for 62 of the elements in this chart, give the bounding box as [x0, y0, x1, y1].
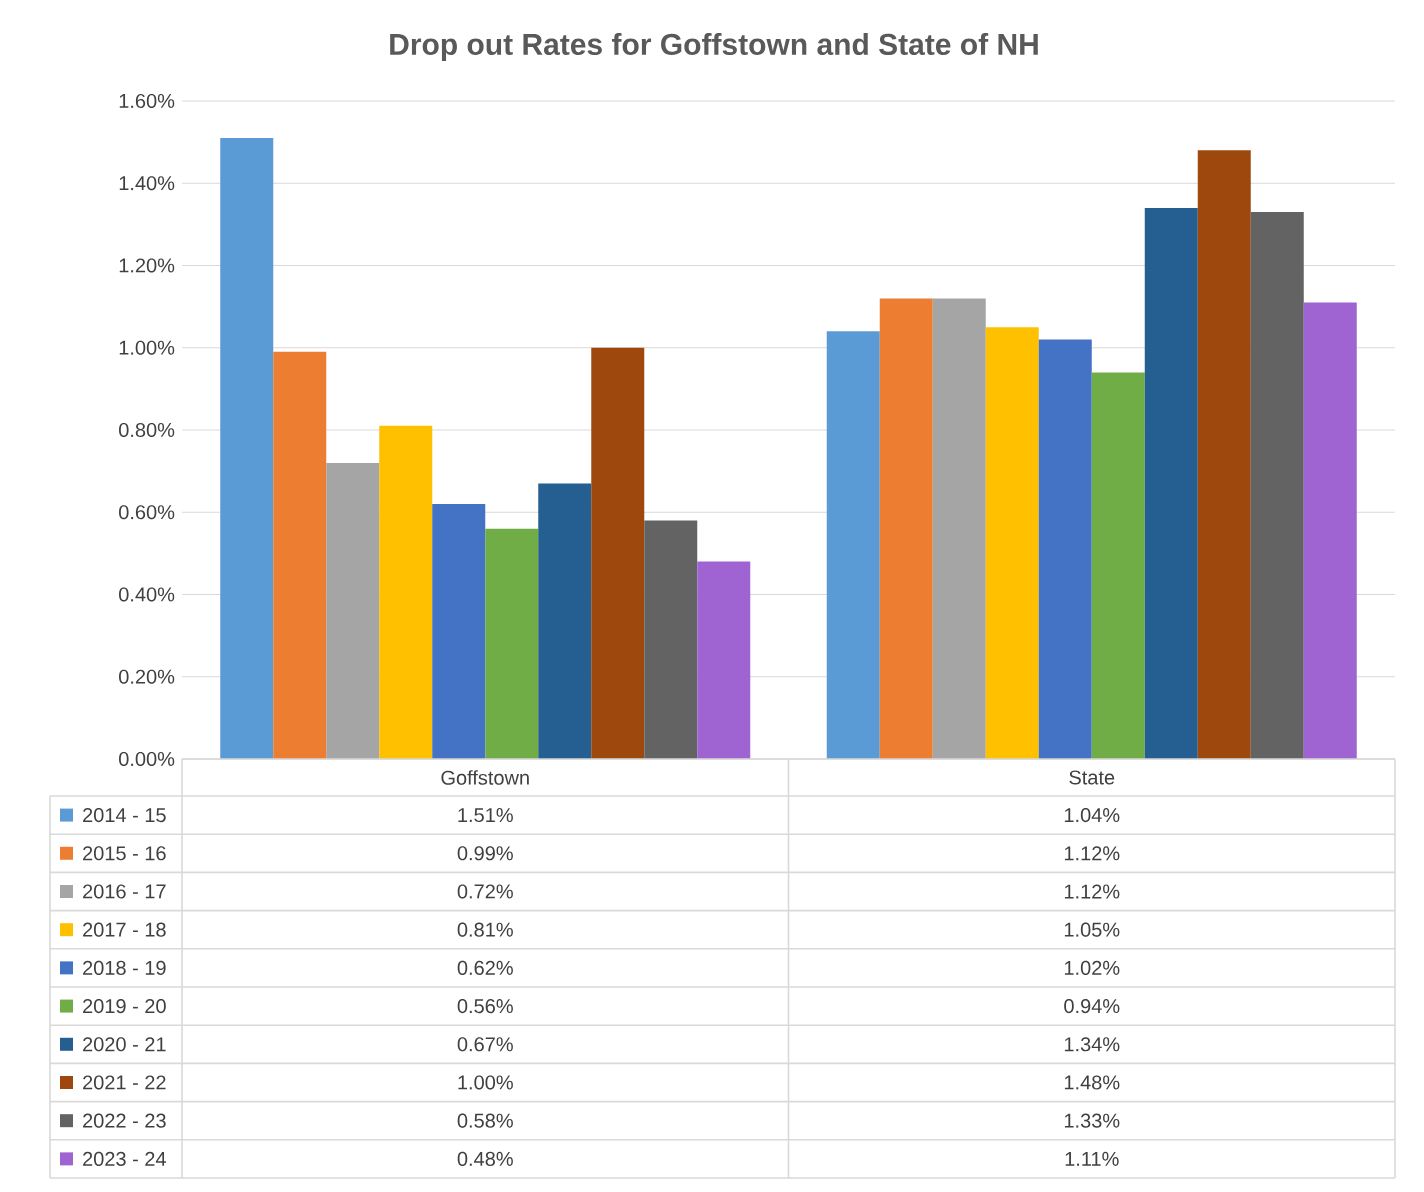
y-tick-label: 0.00%	[119, 751, 175, 767]
bar	[1303, 302, 1357, 759]
data-label: 0.94%	[1064, 999, 1120, 1014]
bar	[326, 462, 380, 759]
data-label: 1.00%	[458, 1075, 513, 1090]
data-label: 1.48%	[1064, 1075, 1120, 1090]
bar	[697, 561, 751, 759]
bar	[538, 483, 592, 759]
data-label: 1.04%	[1064, 808, 1120, 823]
bar	[591, 347, 645, 759]
data-label: 1.12%	[1064, 846, 1120, 861]
bar	[379, 425, 433, 759]
legend-label: 2023 - 24	[83, 1151, 166, 1166]
bar	[932, 298, 986, 759]
y-tick-label: 0.40%	[119, 587, 175, 602]
bar	[1250, 212, 1304, 759]
data-label: 0.56%	[457, 999, 513, 1014]
bar	[1144, 207, 1198, 759]
data-label: 0.48%	[457, 1151, 513, 1166]
chart-title: Drop out Rates for Goffstown and State of NH	[390, 33, 1038, 61]
data-label: 1.12%	[1064, 884, 1120, 899]
legend-label: 2017 - 18	[83, 922, 166, 937]
bar	[879, 298, 933, 759]
legend-label: 2019 - 20	[83, 999, 166, 1014]
bar	[985, 327, 1039, 759]
data-label: 1.05%	[1064, 922, 1120, 937]
bar	[432, 504, 486, 759]
bar	[485, 528, 539, 759]
bar	[273, 351, 327, 759]
data-label: 1.34%	[1064, 1037, 1120, 1052]
data-label: 0.67%	[457, 1037, 513, 1052]
y-tick-label: 0.60%	[119, 505, 175, 520]
data-label: 1.51%	[458, 808, 513, 823]
data-label: 1.02%	[1064, 960, 1120, 975]
bar	[1091, 372, 1145, 759]
bar	[644, 520, 698, 759]
legend-label: 2022 - 23	[83, 1113, 166, 1128]
bar	[220, 137, 274, 759]
legend-label: 2021 - 22	[83, 1075, 166, 1090]
legend-label: 2014 - 15	[83, 808, 166, 823]
data-label: 1.11%	[1065, 1151, 1119, 1166]
y-tick-label: 0.80%	[119, 422, 175, 438]
bar	[1197, 150, 1251, 759]
y-tick-label: 0.20%	[119, 669, 175, 684]
legend-label: 2016 - 17	[83, 884, 166, 899]
data-label: 0.58%	[457, 1113, 513, 1128]
bar	[826, 331, 880, 759]
data-label: 0.72%	[457, 884, 513, 899]
data-label: 0.99%	[457, 846, 513, 861]
legend-label: 2018 - 19	[83, 960, 166, 975]
y-tick-label: 1.60%	[119, 93, 175, 109]
y-tick-label: 1.00%	[119, 340, 175, 355]
data-label: 0.62%	[457, 960, 513, 975]
x-tick-label: State	[1069, 770, 1115, 785]
data-label: 0.81%	[457, 922, 513, 937]
x-tick-label: Goffstown	[441, 770, 529, 785]
y-tick-label: 1.20%	[119, 258, 175, 273]
bar	[1038, 339, 1092, 759]
data-label: 1.33%	[1064, 1113, 1120, 1128]
legend-label: 2015 - 16	[83, 846, 166, 861]
legend-label: 2020 - 21	[83, 1037, 166, 1052]
y-tick-label: 1.40%	[119, 176, 175, 191]
